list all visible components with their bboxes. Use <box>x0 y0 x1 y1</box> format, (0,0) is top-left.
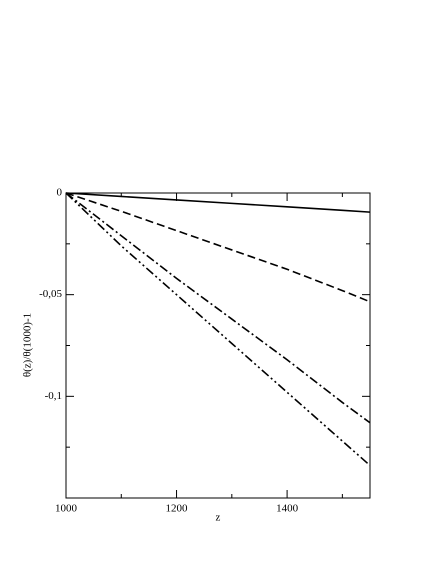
plot-frame <box>65 192 371 499</box>
series-line <box>65 192 371 424</box>
x-tick-label: 1200 <box>166 503 189 515</box>
y-tick-label: -0,1 <box>45 390 62 402</box>
y-tick-label: 0 <box>57 187 63 199</box>
x-tick-label: 1000 <box>55 503 78 515</box>
y-tick-label: -0,05 <box>39 288 62 300</box>
y-axis-label: θ(z)/θ(1000)-1 <box>22 313 34 377</box>
series-line <box>65 192 371 303</box>
x-tick-label: 1400 <box>276 503 299 515</box>
series-line <box>65 192 371 467</box>
series-line <box>65 192 371 213</box>
x-axis-label: z <box>216 512 221 524</box>
